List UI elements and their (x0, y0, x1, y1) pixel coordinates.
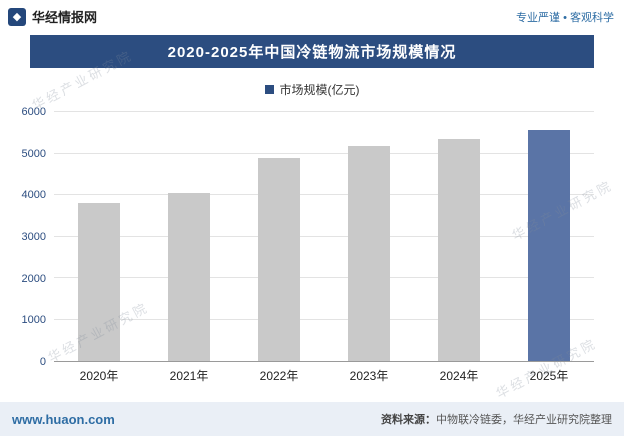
bar-2025年 (528, 130, 570, 361)
legend-marker-icon (264, 85, 274, 94)
bar-slot (144, 112, 234, 361)
chart-legend: 市场规模(亿元) (0, 81, 624, 98)
gridline (54, 111, 594, 112)
y-axis-tick-label: 2000 (21, 272, 46, 285)
bar-2020年 (78, 203, 120, 361)
y-axis-tick-label: 5000 (21, 147, 46, 160)
data-source-label: 资料来源： (381, 414, 436, 426)
y-axis-tick-label: 3000 (21, 231, 46, 243)
site-name: 华经情报网 (32, 10, 98, 25)
x-axis-tick-label: 2025年 (529, 369, 569, 383)
bar-2022年 (258, 157, 300, 361)
bar-slot (504, 112, 594, 361)
y-axis-tick-label: 0 (39, 356, 46, 368)
y-axis-tick-label: 1000 (21, 314, 46, 327)
site-logo-icon: ◆ (8, 7, 26, 26)
gridline (54, 277, 594, 278)
bar-slot (54, 112, 144, 361)
bar-slot (324, 112, 414, 361)
brand: ◆ 华经情报网 (8, 7, 97, 26)
x-axis-tick-label: 2024年 (439, 369, 479, 383)
y-axis-tick-label: 6000 (21, 106, 46, 118)
top-bar: ◆ 华经情报网 专业严谨 • 客观科学 (0, 0, 624, 30)
site-tagline: 专业严谨 • 客观科学 (516, 11, 614, 24)
chart-title: 2020-2025年中国冷链物流市场规模情况 (30, 35, 594, 68)
bar-slot (414, 112, 504, 361)
x-axis: 2020年 2021年 2022年 2023年 2024年 2025年 (54, 367, 594, 384)
gridline (54, 235, 594, 237)
legend-label: 市场规模(亿元) (279, 83, 360, 97)
gridline (54, 194, 594, 195)
bars-container (54, 112, 594, 361)
x-axis-tick-label: 2020年 (79, 369, 119, 383)
x-axis-tick-label: 2022年 (259, 369, 299, 383)
y-axis: 0 1000 2000 3000 4000 5000 6000 (16, 106, 54, 368)
data-source: 资料来源：中物联冷链委，华经产业研究院整理 (381, 411, 612, 427)
bar-2023年 (348, 146, 390, 361)
gridline (54, 318, 594, 320)
bar-2021年 (168, 192, 210, 361)
bar-slot (234, 112, 324, 361)
footer-bar: www.huaon.com 资料来源：中物联冷链委，华经产业研究院整理 (0, 402, 624, 436)
x-axis-tick-label: 2021年 (169, 369, 209, 383)
gridline (54, 152, 594, 154)
x-axis-tick-label: 2023年 (349, 369, 389, 383)
bar-chart: 0 1000 2000 3000 4000 5000 6000 (16, 106, 594, 368)
data-source-text: 中物联冷链委，华经产业研究院整理 (436, 414, 612, 426)
plot-area (54, 111, 594, 362)
website-link[interactable]: www.huaon.com (12, 411, 115, 427)
y-axis-tick-label: 4000 (21, 189, 46, 202)
bar-2024年 (438, 139, 480, 361)
